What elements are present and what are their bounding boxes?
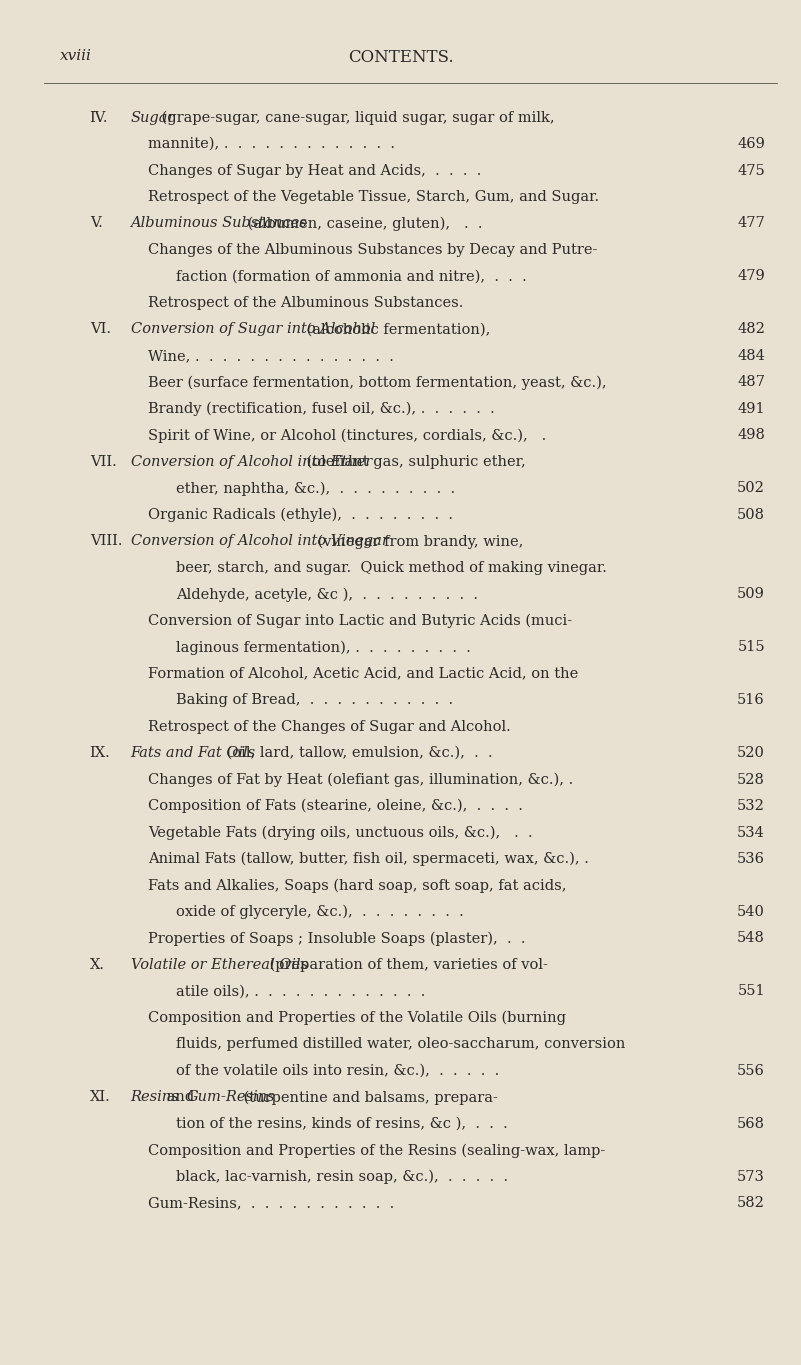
Text: 534: 534 xyxy=(737,826,765,839)
Text: Retrospect of the Albuminous Substances.: Retrospect of the Albuminous Substances. xyxy=(148,296,464,310)
Text: Animal Fats (tallow, butter, fish oil, spermaceti, wax, &c.), .: Animal Fats (tallow, butter, fish oil, s… xyxy=(148,852,589,867)
Text: Changes of Sugar by Heat and Acids,  .  .  .  .: Changes of Sugar by Heat and Acids, . . … xyxy=(148,164,481,177)
Text: 469: 469 xyxy=(737,136,765,152)
Text: Conversion of Alcohol into Ether: Conversion of Alcohol into Ether xyxy=(131,455,372,468)
Text: Fats and Fat Oils: Fats and Fat Oils xyxy=(131,747,256,760)
Text: V.: V. xyxy=(90,217,103,231)
Text: tion of the resins, kinds of resins, &c ),  .  .  .: tion of the resins, kinds of resins, &c … xyxy=(176,1117,508,1130)
Text: (olefiant gas, sulphuric ether,: (olefiant gas, sulphuric ether, xyxy=(302,455,526,470)
Text: Volatile or Ethereal Oils: Volatile or Ethereal Oils xyxy=(131,958,308,972)
Text: 532: 532 xyxy=(737,799,765,814)
Text: 498: 498 xyxy=(737,429,765,442)
Text: Retrospect of the Vegetable Tissue, Starch, Gum, and Sugar.: Retrospect of the Vegetable Tissue, Star… xyxy=(148,190,599,203)
Text: mannite), .  .  .  .  .  .  .  .  .  .  .  .  .: mannite), . . . . . . . . . . . . . xyxy=(148,136,395,152)
Text: 516: 516 xyxy=(737,693,765,707)
Text: 540: 540 xyxy=(737,905,765,919)
Text: Conversion of Sugar into Alcohol: Conversion of Sugar into Alcohol xyxy=(131,322,375,336)
Text: Composition of Fats (stearine, oleine, &c.),  .  .  .  .: Composition of Fats (stearine, oleine, &… xyxy=(148,799,523,814)
Text: oxide of glyceryle, &c.),  .  .  .  .  .  .  .  .: oxide of glyceryle, &c.), . . . . . . . … xyxy=(176,905,464,920)
Text: Gum-Resins,  .  .  .  .  .  .  .  .  .  .  .: Gum-Resins, . . . . . . . . . . . xyxy=(148,1196,394,1211)
Text: (vinegar from brandy, wine,: (vinegar from brandy, wine, xyxy=(313,534,523,549)
Text: IX.: IX. xyxy=(90,747,111,760)
Text: Gum-Resins: Gum-Resins xyxy=(187,1091,275,1104)
Text: 515: 515 xyxy=(738,640,765,654)
Text: VII.: VII. xyxy=(90,455,116,468)
Text: (alcoholic fermentation),: (alcoholic fermentation), xyxy=(302,322,491,336)
Text: xviii: xviii xyxy=(60,49,92,63)
Text: VIII.: VIII. xyxy=(90,534,123,549)
Text: Beer (surface fermentation, bottom fermentation, yeast, &c.),: Beer (surface fermentation, bottom ferme… xyxy=(148,375,607,390)
Text: of the volatile oils into resin, &c.),  .  .  .  .  .: of the volatile oils into resin, &c.), .… xyxy=(176,1063,500,1078)
Text: fluids, perfumed distilled water, oleo-saccharum, conversion: fluids, perfumed distilled water, oleo-s… xyxy=(176,1037,626,1051)
Text: 508: 508 xyxy=(737,508,765,521)
Text: VI.: VI. xyxy=(90,322,111,336)
Text: 475: 475 xyxy=(737,164,765,177)
Text: Fats and Alkalies, Soaps (hard soap, soft soap, fat acids,: Fats and Alkalies, Soaps (hard soap, sof… xyxy=(148,879,566,893)
Text: Changes of the Albuminous Substances by Decay and Putre-: Changes of the Albuminous Substances by … xyxy=(148,243,598,257)
Text: 487: 487 xyxy=(737,375,765,389)
Text: 582: 582 xyxy=(737,1196,765,1211)
Text: (turpentine and balsams, prepara-: (turpentine and balsams, prepara- xyxy=(239,1091,498,1104)
Text: 568: 568 xyxy=(737,1117,765,1130)
Text: faction (formation of ammonia and nitre),  .  .  .: faction (formation of ammonia and nitre)… xyxy=(176,269,527,284)
Text: (preparation of them, varieties of vol-: (preparation of them, varieties of vol- xyxy=(264,958,548,972)
Text: 520: 520 xyxy=(737,747,765,760)
Text: 484: 484 xyxy=(737,349,765,363)
Text: CONTENTS.: CONTENTS. xyxy=(348,49,453,66)
Text: Sugar: Sugar xyxy=(131,111,175,124)
Text: Composition and Properties of the Resins (sealing-wax, lamp-: Composition and Properties of the Resins… xyxy=(148,1144,606,1158)
Text: 509: 509 xyxy=(737,587,765,601)
Text: Properties of Soaps ; Insoluble Soaps (plaster),  .  .: Properties of Soaps ; Insoluble Soaps (p… xyxy=(148,931,525,946)
Text: Vegetable Fats (drying oils, unctuous oils, &c.),   .  .: Vegetable Fats (drying oils, unctuous oi… xyxy=(148,826,533,839)
Text: 573: 573 xyxy=(737,1170,765,1183)
Text: Formation of Alcohol, Acetic Acid, and Lactic Acid, on the: Formation of Alcohol, Acetic Acid, and L… xyxy=(148,666,578,681)
Text: X.: X. xyxy=(90,958,105,972)
Text: Wine, .  .  .  .  .  .  .  .  .  .  .  .  .  .  .: Wine, . . . . . . . . . . . . . . . xyxy=(148,349,394,363)
Text: (albumen, caseine, gluten),   .  .: (albumen, caseine, gluten), . . xyxy=(244,217,483,231)
Text: (oil, lard, tallow, emulsion, &c.),  .  .: (oil, lard, tallow, emulsion, &c.), . . xyxy=(222,747,493,760)
Text: beer, starch, and sugar.  Quick method of making vinegar.: beer, starch, and sugar. Quick method of… xyxy=(176,561,607,575)
Text: 528: 528 xyxy=(737,773,765,786)
Text: 556: 556 xyxy=(737,1063,765,1078)
Text: Organic Radicals (ethyle),  .  .  .  .  .  .  .  .: Organic Radicals (ethyle), . . . . . . .… xyxy=(148,508,453,523)
Text: (grape-sugar, cane-sugar, liquid sugar, sugar of milk,: (grape-sugar, cane-sugar, liquid sugar, … xyxy=(157,111,555,126)
Text: 482: 482 xyxy=(737,322,765,336)
Text: 491: 491 xyxy=(738,401,765,416)
Text: Resins: Resins xyxy=(131,1091,179,1104)
Text: and: and xyxy=(163,1091,199,1104)
Text: IV.: IV. xyxy=(90,111,108,124)
Text: 477: 477 xyxy=(737,217,765,231)
Text: Spirit of Wine, or Alcohol (tinctures, cordials, &c.),   .: Spirit of Wine, or Alcohol (tinctures, c… xyxy=(148,429,546,442)
Text: 536: 536 xyxy=(737,852,765,865)
Text: 551: 551 xyxy=(738,984,765,998)
Text: black, lac-varnish, resin soap, &c.),  .  .  .  .  .: black, lac-varnish, resin soap, &c.), . … xyxy=(176,1170,509,1185)
Text: Albuminous Substances: Albuminous Substances xyxy=(131,217,308,231)
Text: 479: 479 xyxy=(737,269,765,284)
Text: Retrospect of the Changes of Sugar and Alcohol.: Retrospect of the Changes of Sugar and A… xyxy=(148,719,511,733)
Text: XI.: XI. xyxy=(90,1091,111,1104)
Text: Conversion of Alcohol into Vinegar: Conversion of Alcohol into Vinegar xyxy=(131,534,388,549)
Text: ether, naphtha, &c.),  .  .  .  .  .  .  .  .  .: ether, naphtha, &c.), . . . . . . . . . xyxy=(176,482,455,495)
Text: 502: 502 xyxy=(737,482,765,495)
Text: Baking of Bread,  .  .  .  .  .  .  .  .  .  .  .: Baking of Bread, . . . . . . . . . . . xyxy=(176,693,453,707)
Text: Changes of Fat by Heat (olefiant gas, illumination, &c.), .: Changes of Fat by Heat (olefiant gas, il… xyxy=(148,773,574,788)
Text: atile oils), .  .  .  .  .  .  .  .  .  .  .  .  .: atile oils), . . . . . . . . . . . . . xyxy=(176,984,425,998)
Text: 548: 548 xyxy=(737,931,765,946)
Text: laginous fermentation), .  .  .  .  .  .  .  .  .: laginous fermentation), . . . . . . . . … xyxy=(176,640,471,655)
Text: Brandy (rectification, fusel oil, &c.), .  .  .  .  .  .: Brandy (rectification, fusel oil, &c.), … xyxy=(148,401,495,416)
Text: Aldehyde, acetyle, &c ),  .  .  .  .  .  .  .  .  .: Aldehyde, acetyle, &c ), . . . . . . . .… xyxy=(176,587,478,602)
Text: Composition and Properties of the Volatile Oils (burning: Composition and Properties of the Volati… xyxy=(148,1011,566,1025)
Text: Conversion of Sugar into Lactic and Butyric Acids (muci-: Conversion of Sugar into Lactic and Buty… xyxy=(148,614,572,628)
